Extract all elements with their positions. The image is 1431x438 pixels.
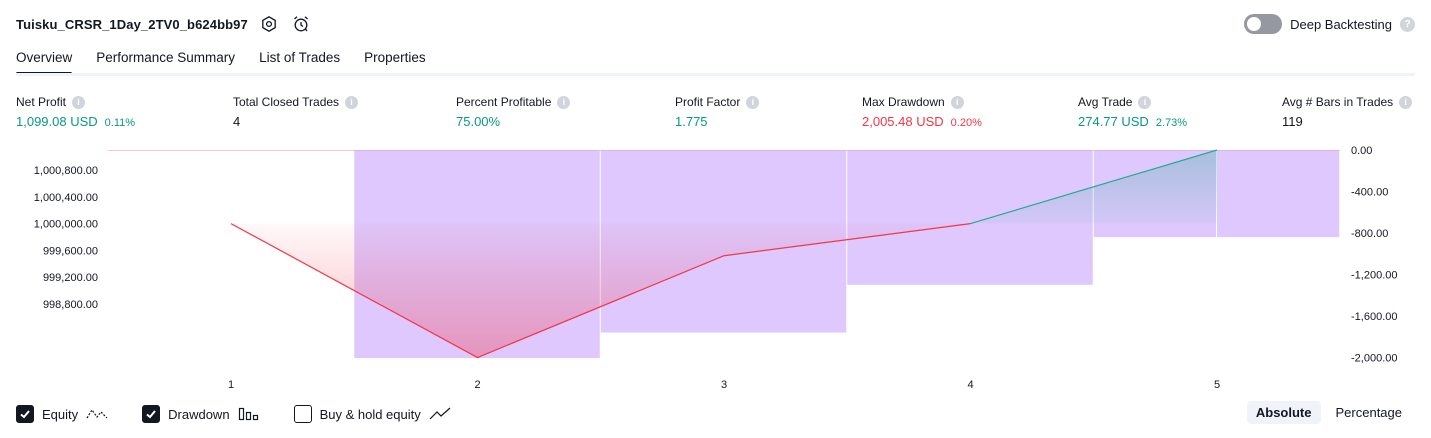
right-tick-label: -1,200.00 [1351,269,1397,281]
tabs-divider [16,73,1415,76]
right-axis: 0.00 -400.00 -800.00 -1,200.00 -1,600.00 -2,0… [1351,145,1397,364]
info-icon[interactable]: i [1399,95,1413,109]
tab-properties[interactable]: Properties [364,50,426,65]
info-icon[interactable]: i [72,95,86,109]
percentage-button[interactable]: Percentage [1335,405,1403,420]
equity-gain-line [970,149,1218,225]
left-tick-label: 1,000,400.00 [34,192,98,204]
drawdown-checkbox[interactable] [142,405,161,423]
right-tick-label: 0.00 [1351,145,1372,157]
buy-hold-line-icon [429,407,451,420]
metric-value: 2,005.48 USD [862,114,944,129]
left-tick-label: 1,000,000.00 [34,219,98,231]
strategy-title-row: Tuisku_CRSR_1Day_2TV0_b624bb97 [16,13,312,35]
drawdown-bars-icon [238,407,258,421]
report-tabs: Overview Performance Summary List of Tra… [16,44,426,76]
equity-line-icon [86,408,108,419]
tab-overview[interactable]: Overview [16,44,73,75]
left-tick-label: 999,600.00 [43,245,98,257]
equity-line [230,149,1218,359]
tab-performance-summary[interactable]: Performance Summary [96,50,236,65]
x-tick-label: 5 [1214,379,1220,391]
right-tick-label: -400.00 [1351,186,1388,198]
equity-loss-line [230,223,971,359]
metric-net-profit: Net Profit i 1,099.08 USD 0.11% [16,94,135,129]
right-tick-label: -2,000.00 [1351,352,1397,364]
equity-loss-area [231,223,971,358]
drawdown-bar [1217,150,1340,238]
metric-label: Profit Factor [675,95,741,109]
metric-max-drawdown: Max Drawdown i 2,005.48 USD 0.20% [862,94,982,129]
x-tick-label: 1 [228,379,234,391]
metric-percent: 0.11% [104,117,136,129]
gear-icon[interactable] [258,13,280,35]
equity-drawdown-chart[interactable]: 1,000,800.00 1,000,400.00 1,000,000.00 999,… [0,138,1431,396]
metric-value: 1,099.08 USD [16,114,98,129]
metric-label: Total Closed Trades [233,95,340,109]
metric-value: 274.77 USD [1078,114,1149,129]
deep-backtesting: Deep Backtesting ? [1244,13,1415,35]
alarm-clock-icon[interactable] [290,13,312,35]
metric-label: Percent Profitable [456,95,552,109]
x-tick-label: 4 [967,379,973,391]
left-tick-label: 999,200.00 [43,272,98,284]
metric-value: 75.00% [456,114,501,129]
absolute-button[interactable]: Absolute [1246,401,1321,424]
legend-label: Buy & hold equity [319,406,421,422]
toggle-knob [1247,17,1262,31]
metric-percent: 2.73% [1155,117,1188,129]
x-axis: 1 2 3 4 5 [228,379,1220,391]
metric-profit-factor: Profit Factor i 1.775 [675,94,760,129]
info-icon[interactable]: i [746,95,760,109]
metric-label: Max Drawdown [862,95,945,109]
info-icon[interactable]: i [950,95,964,109]
legend-label: Equity [42,406,79,422]
x-tick-label: 3 [721,379,727,391]
metric-total-closed-trades: Total Closed Trades i 4 [233,94,359,129]
left-tick-label: 1,000,800.00 [34,165,98,177]
left-tick-label: 998,800.00 [43,299,98,311]
tab-list-of-trades[interactable]: List of Trades [259,50,341,65]
info-icon[interactable]: i [557,95,571,109]
metric-avg-trade: Avg Trade i 274.77 USD 2.73% [1078,94,1187,129]
deep-backtesting-label: Deep Backtesting [1290,16,1392,32]
legend-buy-hold[interactable]: Buy & hold equity [293,405,451,423]
metric-label: Avg # Bars in Trades [1282,95,1394,109]
legend-drawdown[interactable]: Drawdown [142,405,259,423]
metric-value: 4 [233,114,241,129]
metric-value: 1.775 [675,114,708,129]
info-icon[interactable]: i [1138,95,1152,109]
metric-percent: 0.20% [950,117,982,129]
right-tick-label: -1,600.00 [1351,311,1397,323]
x-tick-label: 2 [474,379,480,391]
legend-equity[interactable]: Equity [16,405,108,423]
metric-label: Net Profit [16,95,67,109]
left-axis: 1,000,800.00 1,000,400.00 1,000,000.00 999,… [34,165,98,311]
info-icon[interactable]: i [345,95,359,109]
metric-avg-bars-in-trades: Avg # Bars in Trades i 119 [1282,94,1413,129]
help-icon[interactable]: ? [1400,16,1415,32]
metric-label: Avg Trade [1078,95,1133,109]
buy-hold-checkbox[interactable] [293,405,312,423]
metric-value: 119 [1282,114,1303,129]
metric-percent-profitable: Percent Profitable i 75.00% [456,94,571,129]
legend-label: Drawdown [168,406,230,422]
chart-legend: Equity Drawdown Buy & hold equity [16,404,451,424]
deep-backtesting-toggle[interactable] [1244,14,1283,34]
equity-checkbox[interactable] [16,405,34,423]
view-switch: Absolute Percentage [1246,401,1411,424]
right-tick-label: -800.00 [1351,228,1388,240]
strategy-name: Tuisku_CRSR_1Day_2TV0_b624bb97 [16,16,248,32]
